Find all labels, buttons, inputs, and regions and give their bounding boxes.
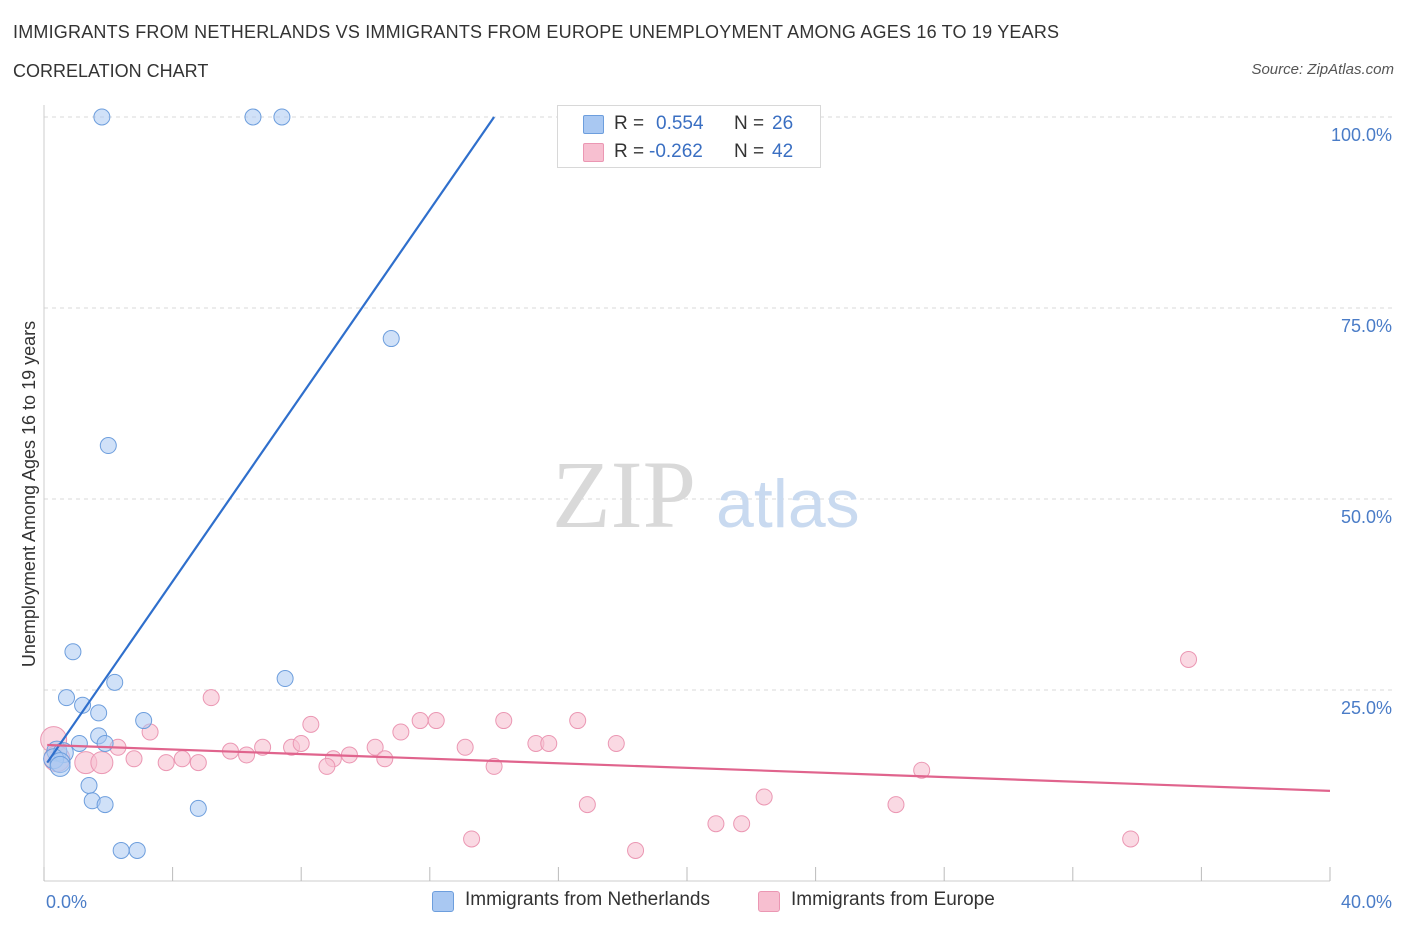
legend-n-value: 26: [772, 113, 794, 134]
data-point-netherlands: [96, 734, 114, 752]
data-point-europe: [627, 841, 645, 859]
data-point-europe: [913, 761, 931, 779]
data-point-europe: [254, 738, 272, 756]
legend-swatch-blue: [583, 115, 604, 134]
chart-title: IMMIGRANTS FROM NETHERLANDS VS IMMIGRANT…: [13, 22, 1060, 42]
legend-r-label: R =: [614, 113, 645, 134]
chart-subtitle: CORRELATION CHART: [13, 61, 209, 81]
data-point-europe: [202, 689, 220, 707]
legend-n-value: 42: [772, 141, 794, 162]
x-tick-labels: 0.0% 40.0%: [46, 892, 1392, 912]
data-point-europe: [189, 754, 207, 772]
watermark-atlas: atlas: [716, 466, 860, 542]
data-point-europe: [318, 757, 336, 775]
data-point-netherlands: [128, 841, 146, 859]
trendlines: [46, 116, 1331, 792]
data-point-netherlands: [276, 670, 294, 688]
bottom-legend-label: Immigrants from Netherlands: [465, 889, 710, 910]
source-label: Source: ZipAtlas.com: [1251, 61, 1394, 78]
data-point-netherlands: [90, 704, 108, 722]
data-point-netherlands: [135, 712, 153, 730]
data-point-europe: [1180, 650, 1198, 668]
data-point-europe: [578, 796, 596, 814]
data-point-europe: [456, 738, 474, 756]
data-point-europe: [485, 757, 503, 775]
y-tick-label: 25.0%: [1341, 698, 1392, 718]
data-point-netherlands: [64, 643, 82, 661]
data-point-netherlands: [58, 689, 76, 707]
data-point-europe: [173, 750, 191, 768]
bottom-legend-label: Immigrants from Europe: [791, 889, 995, 910]
data-point-europe: [755, 788, 773, 806]
watermark: ZIP atlas: [552, 441, 860, 548]
data-point-netherlands: [96, 796, 114, 814]
data-point-europe: [707, 815, 725, 833]
data-point-netherlands: [106, 673, 124, 691]
data-point-netherlands: [99, 437, 117, 455]
data-point-europe: [463, 830, 481, 848]
data-point-europe: [427, 712, 445, 730]
data-point-europe: [733, 815, 751, 833]
y-axis-label: Unemployment Among Ages 16 to 19 years: [19, 321, 39, 667]
data-point-europe: [238, 746, 256, 764]
data-point-netherlands: [80, 777, 98, 794]
data-point-netherlands: [112, 841, 130, 859]
legend-row-europe: R = -0.262 N = 42: [558, 139, 820, 165]
data-point-netherlands: [273, 108, 291, 126]
data-point-europe: [411, 712, 429, 730]
y-tick-label: 75.0%: [1341, 316, 1392, 336]
data-point-europe: [302, 715, 320, 733]
y-tick-label: 50.0%: [1341, 507, 1392, 527]
data-point-europe: [392, 723, 410, 741]
watermark-zip: ZIP: [552, 441, 696, 548]
data-point-europe: [376, 750, 394, 768]
grid-lines: [44, 116, 1392, 691]
data-point-europe: [495, 712, 513, 730]
legend-n-label: N =: [734, 113, 765, 134]
legend-r-value: 0.554: [656, 113, 704, 134]
trendline-netherlands: [46, 116, 496, 764]
legend-r-value: -0.262: [649, 141, 703, 162]
legend-n-label: N =: [734, 141, 765, 162]
bottom-legend-swatch-pink: [758, 891, 780, 912]
y-tick-labels: 25.0% 50.0% 75.0% 100.0%: [1331, 125, 1392, 718]
data-point-europe: [90, 751, 114, 775]
y-tick-label: 100.0%: [1331, 125, 1392, 145]
correlation-legend: R = 0.554 N = 26 R = -0.262 N = 42: [557, 105, 821, 168]
data-point-europe: [887, 796, 905, 814]
legend-row-netherlands: R = 0.554 N = 26: [558, 111, 820, 137]
data-point-netherlands: [382, 330, 400, 348]
data-point-europe: [125, 750, 143, 768]
data-point-europe: [157, 754, 175, 772]
data-point-europe: [607, 734, 625, 752]
data-point-netherlands: [70, 734, 88, 752]
data-point-netherlands: [189, 799, 207, 817]
data-point-netherlands: [49, 755, 71, 777]
series-netherlands: [43, 108, 400, 859]
x-tick-label: 0.0%: [46, 892, 87, 912]
trendline-europe: [47, 743, 1331, 792]
axes: [43, 105, 1331, 882]
data-point-netherlands: [244, 108, 262, 126]
legend-swatch-pink: [583, 143, 604, 162]
x-tick-label: 40.0%: [1341, 892, 1392, 912]
data-point-europe: [569, 712, 587, 730]
data-point-netherlands: [93, 108, 111, 126]
data-point-europe: [366, 738, 384, 756]
bottom-legend-swatch-blue: [432, 891, 454, 912]
series-europe: [40, 650, 1198, 859]
data-point-europe: [1122, 830, 1140, 848]
data-point-europe: [292, 734, 310, 752]
data-point-europe: [540, 734, 558, 752]
legend-r-label: R =: [614, 141, 645, 162]
